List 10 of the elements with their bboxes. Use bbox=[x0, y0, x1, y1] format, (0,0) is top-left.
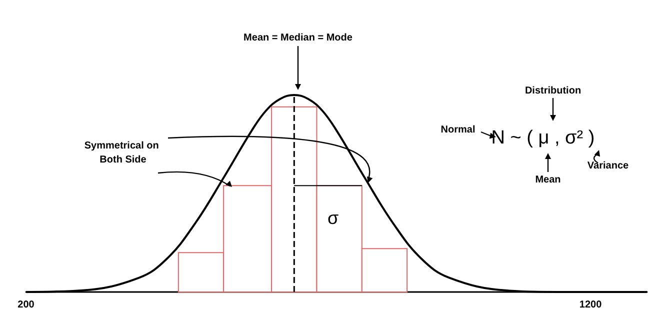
text: Mean = Median = Mode bbox=[244, 32, 353, 44]
annotation: Symmetrical on Both Side bbox=[84, 140, 162, 166]
x-tick-label: 1200 bbox=[579, 300, 602, 310]
annotation: Normal bbox=[440, 124, 476, 136]
annotation: Distribution bbox=[524, 86, 582, 96]
annotation: N ~ ( μ , σ² ) bbox=[491, 128, 595, 148]
annotation: σ bbox=[327, 208, 339, 228]
annotation: Variance bbox=[587, 160, 630, 172]
x-tick-label: 200 bbox=[18, 300, 35, 310]
annotation: Mean bbox=[535, 174, 561, 186]
